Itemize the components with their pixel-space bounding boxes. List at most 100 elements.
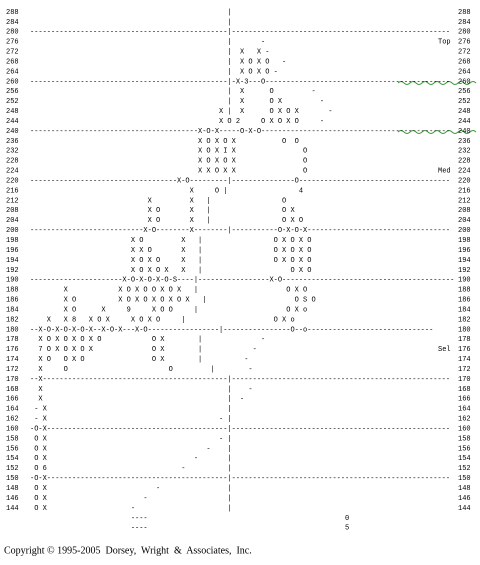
price-label: 284 — [6, 19, 19, 27]
chart-row: X O X O X O X O O X | - — [30, 336, 265, 344]
chart-row: X O X O X O — [30, 158, 307, 166]
price-label: 284 — [458, 19, 471, 27]
chart-row: ----------------------X-O-X-O-X-O-S----|… — [30, 277, 454, 285]
chart-row: X O X I X O — [30, 148, 307, 156]
chart-row: X | X O X O X - — [30, 108, 332, 116]
price-label: 264 — [458, 68, 471, 76]
price-label: 150 — [6, 475, 19, 483]
price-label: 176 — [6, 346, 19, 354]
chart-row: X O O X O O X | - — [30, 356, 248, 364]
chart-row: X X O X | O X O X O — [30, 247, 311, 255]
chart-row: X O O | - — [30, 366, 253, 374]
price-label: 288 — [458, 9, 471, 17]
chart-row: --X-O-X-O-X-O-X--X-O-X---X-O------------… — [30, 326, 433, 334]
price-label: 172 — [6, 366, 19, 374]
price-label: 208 — [458, 207, 471, 215]
chart-row: O X - | — [30, 435, 232, 443]
chart-row: --X-------------------------------------… — [30, 376, 450, 384]
chart-row: X | - — [30, 386, 253, 394]
price-label: 166 — [6, 396, 19, 404]
price-label: 166 — [458, 396, 471, 404]
price-label: 268 — [6, 58, 19, 66]
price-label: 170 — [6, 376, 19, 384]
price-label: 220 — [6, 177, 19, 185]
chart-row: X O X O X X | O X O — [30, 267, 311, 275]
level-note: Med — [438, 168, 451, 176]
price-label: 190 — [458, 277, 471, 285]
price-label: 224 — [6, 168, 19, 176]
price-label: 236 — [458, 138, 471, 146]
price-label: 256 — [6, 88, 19, 96]
chart-row: | — [30, 19, 232, 27]
chart-row: ----------------------------------------… — [30, 29, 450, 37]
price-label: 180 — [458, 326, 471, 334]
level-note: Top — [438, 39, 451, 47]
price-label: 184 — [6, 306, 19, 314]
price-label: 148 — [6, 485, 19, 493]
price-label: 248 — [458, 108, 471, 116]
price-label: 260 — [6, 78, 19, 86]
price-label: 212 — [6, 197, 19, 205]
price-label: 158 — [458, 435, 471, 443]
price-label: 156 — [6, 445, 19, 453]
price-label: 216 — [6, 187, 19, 195]
price-label: 182 — [6, 316, 19, 324]
price-label: 276 — [458, 39, 471, 47]
price-label: 194 — [458, 257, 471, 265]
price-label: 154 — [458, 455, 471, 463]
price-label: 244 — [6, 118, 19, 126]
chart-row: X O X O X O X O X O X | O S O — [30, 297, 316, 305]
chart-row: X O X | O X O X O — [30, 237, 311, 245]
price-label: 164 — [458, 406, 471, 414]
price-label: 194 — [6, 257, 19, 265]
price-label: 212 — [458, 197, 471, 205]
chart-row: | X O X - — [30, 98, 324, 106]
price-label: 260 — [458, 78, 471, 86]
chart-row: X O X O X | O X O X O — [30, 257, 311, 265]
price-label: 144 — [6, 505, 19, 513]
price-label: 272 — [6, 49, 19, 57]
price-label: 240 — [458, 128, 471, 136]
chart-row: O X - | — [30, 455, 232, 463]
price-label: 162 — [6, 416, 19, 424]
price-label: 220 — [458, 177, 471, 185]
chart-row: X X O X O O X O X | O X O — [30, 287, 307, 295]
chart-row: | X O X O - — [30, 58, 286, 66]
level-note: Sel — [438, 346, 451, 354]
chart-row: -O-X------------------------------------… — [30, 475, 450, 483]
price-label: 154 — [6, 455, 19, 463]
price-label: 160 — [458, 425, 471, 433]
footer-row: ---- 0 — [30, 515, 349, 523]
price-label: 168 — [6, 386, 19, 394]
price-label: 236 — [6, 138, 19, 146]
price-label: 162 — [458, 416, 471, 424]
price-label: 168 — [458, 386, 471, 394]
price-label: 288 — [6, 9, 19, 17]
price-label: 200 — [458, 227, 471, 235]
price-label: 158 — [6, 435, 19, 443]
chart-row: 7 O X O X O X O X | - — [30, 346, 257, 354]
footer-row: ---- 5 — [30, 525, 349, 533]
price-label: 232 — [6, 148, 19, 156]
price-label: 240 — [6, 128, 19, 136]
price-label: 224 — [458, 168, 471, 176]
chart-row: X X | O — [30, 197, 286, 205]
price-label: 248 — [6, 108, 19, 116]
chart-row: - X | — [30, 406, 232, 414]
price-label: 280 — [458, 29, 471, 37]
price-label: 198 — [6, 237, 19, 245]
wavy-line — [397, 81, 477, 85]
price-label: 152 — [6, 465, 19, 473]
price-label: 256 — [458, 88, 471, 96]
price-label: 272 — [458, 49, 471, 57]
price-label: 180 — [6, 326, 19, 334]
price-label: 176 — [458, 346, 471, 354]
price-label: 190 — [6, 277, 19, 285]
chart-row: ----------------------------------------… — [30, 128, 450, 136]
chart-row: ----------------------------------------… — [30, 78, 450, 86]
chart-row: -O-X------------------------------------… — [30, 425, 450, 433]
price-label: 216 — [458, 187, 471, 195]
price-label: 174 — [458, 356, 471, 364]
chart-row: ---------------------------X-O--------X-… — [30, 227, 450, 235]
price-label: 174 — [6, 356, 19, 364]
